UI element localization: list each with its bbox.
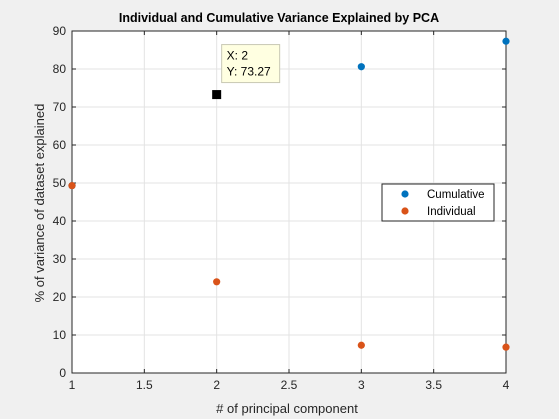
cumulative-point[interactable] [357,63,365,71]
datatip-marker[interactable] [212,90,222,100]
y-tick-label: 50 [53,176,67,190]
legend-box [381,183,495,222]
y-tick-label: 20 [53,290,67,304]
datatip-text: Y: 73.27 [227,65,271,79]
y-axis-label: % of variance of dataset explained [32,104,47,303]
x-tick-label: 3.5 [425,378,442,392]
datatip[interactable]: X: 2 Y: 73.27 [212,44,281,100]
datatip-text: X: 2 [227,49,249,63]
legend-marker-cumulative [401,190,409,198]
legend-marker-individual [401,207,409,215]
y-tick-label: 10 [53,328,67,342]
y-tick-label: 30 [53,252,67,266]
y-tick-label: 70 [53,100,67,114]
individual-point[interactable] [213,278,221,286]
individual-point[interactable] [502,343,510,351]
legend-label-individual: Individual [427,206,476,218]
cumulative-point[interactable] [502,37,510,45]
y-tick-label: 40 [53,214,67,228]
individual-point[interactable] [68,182,76,190]
x-tick-label: 1.5 [136,378,153,392]
x-axis-label: # of principal component [216,401,358,416]
x-tick-label: 3 [358,378,365,392]
y-tick-label: 60 [53,138,67,152]
y-tick-label: 80 [53,62,67,76]
y-tick-label: 90 [53,24,67,38]
chart-title: Individual and Cumulative Variance Expla… [119,11,439,25]
x-tick-label: 1 [69,378,76,392]
individual-point[interactable] [357,341,365,349]
y-tick-label: 0 [59,366,66,380]
legend-label-cumulative: Cumulative [427,189,485,201]
x-tick-label: 2 [213,378,220,392]
x-tick-label: 4 [503,378,510,392]
datatip-box [221,44,281,84]
x-tick-label: 2.5 [281,378,298,392]
legend[interactable]: Cumulative Individual [381,183,495,222]
